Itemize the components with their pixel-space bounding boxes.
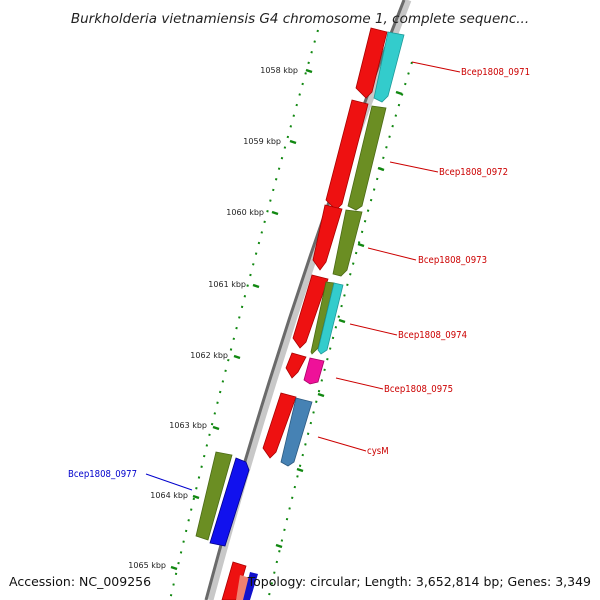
genome-summary-text: Topology: circular; Length: 3,652,814 bp… xyxy=(247,574,591,589)
gene-bottom-red-light xyxy=(236,575,250,600)
kbp-label: 1065 kbp xyxy=(128,561,166,570)
gene-green-0977 xyxy=(195,451,233,541)
gene-label: Bcep1808_0973 xyxy=(418,255,487,266)
gene-steelblue-cysm xyxy=(280,397,313,467)
gene-label: Bcep1808_0972 xyxy=(439,167,508,178)
label-leaders xyxy=(145,61,461,491)
accession-text: Accession: NC_009256 xyxy=(9,574,151,589)
kbp-labels: 1058 kbp 1059 kbp 1060 kbp 1061 kbp 1062… xyxy=(128,66,298,570)
gene-cysm-red xyxy=(262,392,297,459)
gene-pink-0975 xyxy=(303,357,325,385)
gene-cyan-0971 xyxy=(373,31,405,103)
gene-green-0972 xyxy=(347,105,387,211)
gene-bcep1808-0971 xyxy=(355,27,388,99)
gene-green-0973 xyxy=(332,209,363,277)
gene-cyan-0974 xyxy=(317,282,344,355)
gene-bcep1808-0972 xyxy=(325,99,369,211)
gene-label: Bcep1808_0975 xyxy=(384,384,453,395)
kbp-label: 1058 kbp xyxy=(260,66,298,75)
genome-title: Burkholderia vietnamiensis G4 chromosome… xyxy=(71,11,529,27)
gene-label: Bcep1808_0974 xyxy=(398,330,467,341)
gene-bottom-red xyxy=(221,561,247,600)
reverse-genes xyxy=(195,451,250,547)
gene-bcep1808-0973 xyxy=(312,204,343,271)
gene-bcep1808-0975 xyxy=(285,352,307,379)
kbp-label: 1059 kbp xyxy=(243,137,281,146)
kbp-label: 1061 kbp xyxy=(208,280,246,289)
gene-labels: Bcep1808_0971 Bcep1808_0972 Bcep1808_097… xyxy=(68,67,530,480)
gene-label: cysM xyxy=(367,446,389,457)
gene-bcep1808-0977 xyxy=(209,457,250,547)
gene-label: Bcep1808_0971 xyxy=(461,67,530,78)
gene-label: Bcep1808_0977 xyxy=(68,469,137,480)
gene-blue-bottom xyxy=(243,572,258,600)
kbp-tick-marks xyxy=(170,68,403,571)
gene-green-0974 xyxy=(310,281,335,355)
gene-bcep1808-0974 xyxy=(292,274,329,349)
kbp-label: 1063 kbp xyxy=(169,421,207,430)
forward-genes xyxy=(221,27,388,600)
outer-tick-ring xyxy=(267,61,413,600)
outer-genes xyxy=(243,31,405,600)
kbp-label: 1062 kbp xyxy=(190,351,228,360)
kbp-label: 1064 kbp xyxy=(150,491,188,500)
kbp-label: 1060 kbp xyxy=(226,208,264,217)
